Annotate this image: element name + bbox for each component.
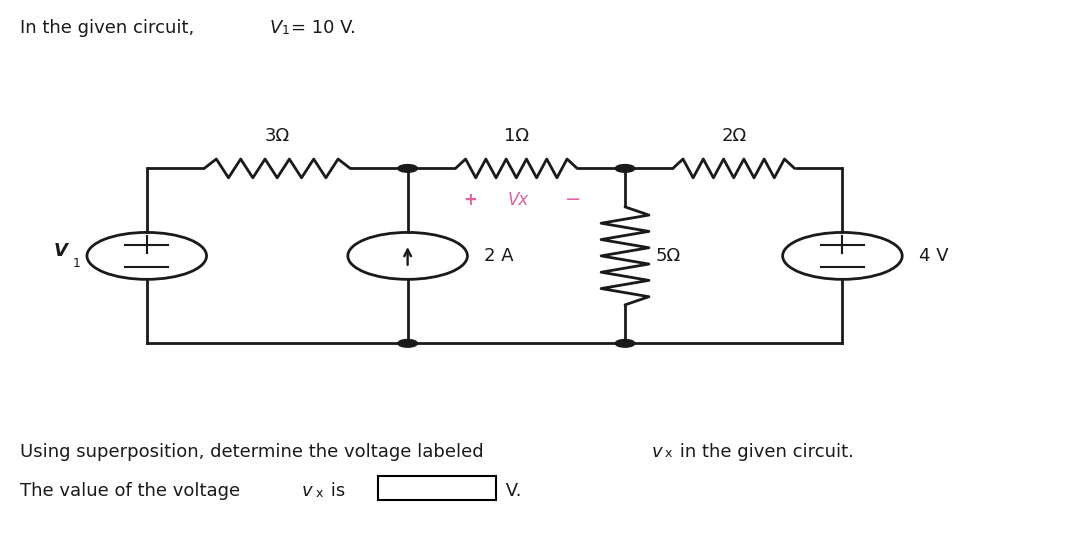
Circle shape: [615, 340, 635, 347]
Text: Using superposition, determine the voltage labeled: Using superposition, determine the volta…: [20, 443, 489, 461]
Text: V.: V.: [500, 482, 522, 501]
Text: V: V: [270, 19, 282, 37]
Text: x: x: [315, 487, 323, 500]
Circle shape: [398, 340, 417, 347]
Text: 2Ω: 2Ω: [721, 127, 747, 145]
Text: 1Ω: 1Ω: [504, 127, 528, 145]
Circle shape: [398, 165, 417, 172]
Text: +: +: [464, 191, 477, 210]
Text: In the given circuit,: In the given circuit,: [20, 19, 200, 37]
Text: 3Ω: 3Ω: [264, 127, 290, 145]
Text: x: x: [664, 447, 672, 461]
Text: The value of the voltage: The value of the voltage: [20, 482, 246, 501]
Text: 2 A: 2 A: [484, 247, 513, 265]
Text: 1: 1: [73, 257, 80, 270]
Text: is: is: [325, 482, 346, 501]
Circle shape: [615, 165, 635, 172]
Text: Vx: Vx: [508, 191, 529, 210]
Text: in the given circuit.: in the given circuit.: [674, 443, 853, 461]
Text: −: −: [564, 190, 582, 208]
Text: = 10 V.: = 10 V.: [291, 19, 357, 37]
Text: v: v: [302, 482, 313, 501]
Text: 5Ω: 5Ω: [655, 247, 680, 265]
Text: v: v: [652, 443, 663, 461]
Text: 4 V: 4 V: [919, 247, 948, 265]
Text: V: V: [53, 242, 67, 260]
Text: 1: 1: [282, 24, 289, 37]
